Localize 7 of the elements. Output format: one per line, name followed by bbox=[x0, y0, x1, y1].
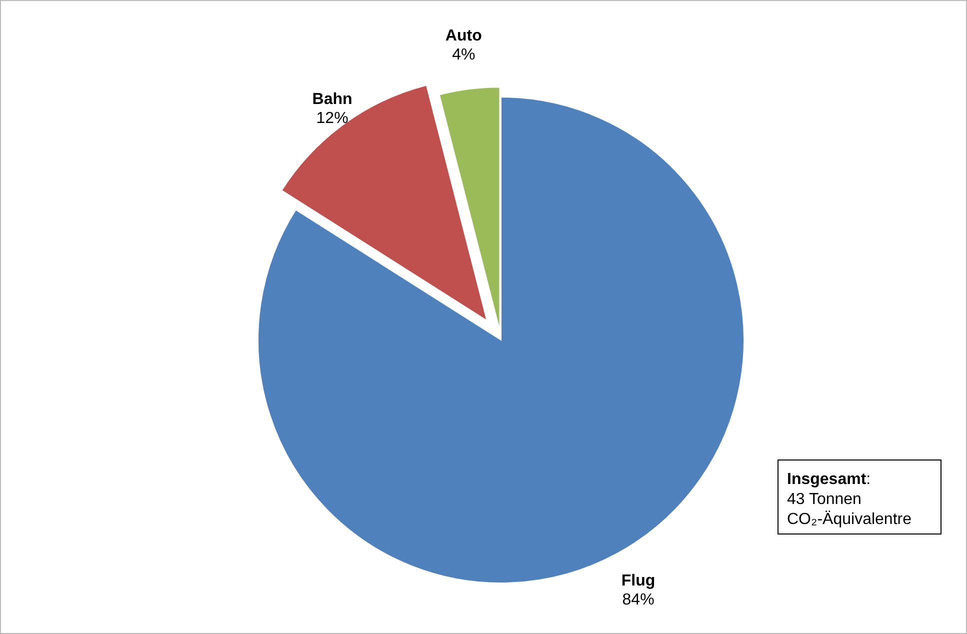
slice-label: Bahn bbox=[312, 90, 352, 108]
data-label: 4% bbox=[452, 46, 476, 64]
slice-label: Flug bbox=[621, 572, 656, 590]
data-label: 12% bbox=[316, 110, 348, 127]
text: Insgesamt: 43 Tonnen CO₂-Äquivalentre bbox=[787, 471, 912, 528]
data-label: 84% bbox=[622, 592, 654, 609]
slice-label: Auto bbox=[445, 27, 482, 44]
